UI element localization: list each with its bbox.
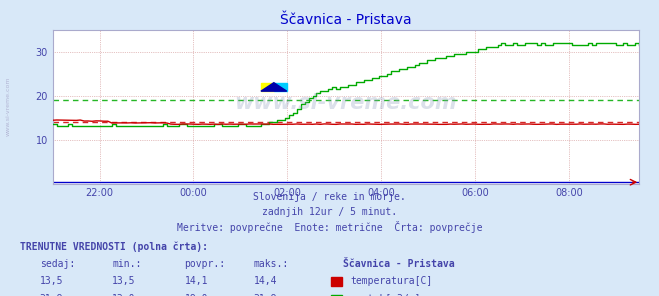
Text: zadnjih 12ur / 5 minut.: zadnjih 12ur / 5 minut.: [262, 207, 397, 217]
Polygon shape: [261, 83, 287, 91]
Text: temperatura[C]: temperatura[C]: [351, 276, 433, 287]
Text: 13,5: 13,5: [112, 276, 136, 287]
Text: TRENUTNE VREDNOSTI (polna črta):: TRENUTNE VREDNOSTI (polna črta):: [20, 242, 208, 252]
Text: Slovenija / reke in morje.: Slovenija / reke in morje.: [253, 192, 406, 202]
Text: Ščavnica - Pristava: Ščavnica - Pristava: [343, 259, 454, 269]
Text: maks.:: maks.:: [254, 259, 289, 269]
Bar: [274, 83, 287, 91]
Text: Meritve: povprečne  Enote: metrične  Črta: povprečje: Meritve: povprečne Enote: metrične Črta:…: [177, 221, 482, 233]
Text: www.si-vreme.com: www.si-vreme.com: [5, 77, 11, 136]
Bar: [261, 83, 274, 91]
Bar: [331, 295, 343, 296]
Text: 13,0: 13,0: [112, 294, 136, 296]
Text: 31,9: 31,9: [254, 294, 277, 296]
Text: 14,1: 14,1: [185, 276, 208, 287]
Text: pretok[m3/s]: pretok[m3/s]: [351, 294, 421, 296]
Text: 31,9: 31,9: [40, 294, 63, 296]
Text: povpr.:: povpr.:: [185, 259, 225, 269]
Text: 13,5: 13,5: [40, 276, 63, 287]
Text: www.si-vreme.com: www.si-vreme.com: [235, 94, 457, 113]
Text: min.:: min.:: [112, 259, 142, 269]
Text: 19,0: 19,0: [185, 294, 208, 296]
Text: 14,4: 14,4: [254, 276, 277, 287]
Title: Ščavnica - Pristava: Ščavnica - Pristava: [280, 13, 412, 27]
Text: sedaj:: sedaj:: [40, 259, 74, 269]
Bar: [331, 277, 343, 286]
